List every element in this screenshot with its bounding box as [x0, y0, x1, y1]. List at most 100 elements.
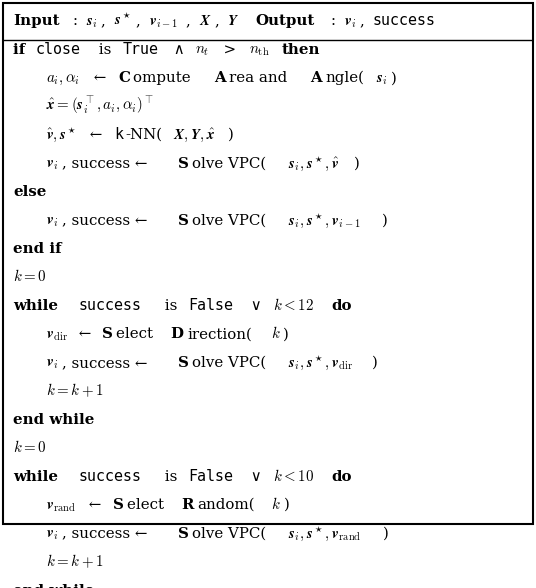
Text: while: while: [13, 299, 64, 313]
Text: andom(: andom(: [197, 498, 255, 512]
Text: then: then: [281, 43, 320, 57]
Text: D: D: [170, 328, 183, 342]
Text: Input: Input: [13, 14, 60, 28]
Text: $\boldsymbol{v}_i$: $\boldsymbol{v}_i$: [46, 527, 58, 542]
Text: $\boldsymbol{s}_i, \boldsymbol{s}^\star, \boldsymbol{v}_{\mathrm{rand}}$: $\boldsymbol{s}_i, \boldsymbol{s}^\star,…: [288, 524, 361, 543]
Text: olve VPC(: olve VPC(: [192, 527, 266, 540]
Text: success: success: [78, 469, 142, 484]
Text: olve VPC(: olve VPC(: [192, 356, 266, 370]
Text: ): ): [283, 328, 289, 342]
Text: A: A: [310, 71, 322, 85]
Text: ): ): [284, 498, 289, 512]
Text: ): ): [354, 156, 360, 171]
Text: S: S: [178, 156, 189, 171]
Text: ,: ,: [360, 14, 369, 28]
Text: $k$: $k$: [271, 325, 280, 342]
Text: $\boldsymbol{v}_i$: $\boldsymbol{v}_i$: [46, 157, 58, 172]
Text: ←: ←: [84, 498, 107, 512]
Text: False: False: [188, 298, 233, 313]
Text: is: is: [94, 43, 116, 57]
Text: , success ←: , success ←: [62, 156, 152, 171]
Text: $n_t$: $n_t$: [196, 44, 210, 58]
Text: ): ): [373, 356, 378, 370]
Text: $\boldsymbol{v}_i$: $\boldsymbol{v}_i$: [46, 214, 58, 229]
Text: $\boldsymbol{v}_{i-1}$: $\boldsymbol{v}_{i-1}$: [148, 15, 178, 30]
Text: $\hat{\boldsymbol{x}} = (\boldsymbol{s}_i^\top, a_i, \alpha_i)^\top$: $\hat{\boldsymbol{x}} = (\boldsymbol{s}_…: [46, 95, 154, 118]
Text: k: k: [114, 127, 123, 142]
Text: olve VPC(: olve VPC(: [192, 156, 266, 171]
Text: $k = k + 1$: $k = k + 1$: [46, 552, 103, 570]
Text: $k = 0$: $k = 0$: [13, 439, 47, 455]
Text: is: is: [160, 470, 182, 484]
FancyBboxPatch shape: [3, 2, 533, 524]
Text: success: success: [373, 14, 435, 28]
Text: $\boldsymbol{v}_i$: $\boldsymbol{v}_i$: [344, 15, 356, 30]
Text: rea and: rea and: [229, 71, 292, 85]
Text: end if: end if: [13, 242, 62, 256]
Text: R: R: [181, 498, 193, 512]
Text: $\boldsymbol{s}^\star$: $\boldsymbol{s}^\star$: [114, 12, 131, 28]
Text: $\boldsymbol{s}_i, \boldsymbol{s}^\star, \hat{\boldsymbol{v}}$: $\boldsymbol{s}_i, \boldsymbol{s}^\star,…: [288, 155, 339, 173]
Text: , success ←: , success ←: [62, 356, 152, 370]
Text: do: do: [332, 470, 352, 484]
Text: success: success: [78, 298, 142, 313]
Text: do: do: [332, 299, 352, 313]
Text: end while: end while: [13, 583, 95, 588]
Text: S: S: [113, 498, 124, 512]
Text: ←: ←: [74, 328, 96, 342]
Text: :: :: [331, 14, 341, 28]
Text: ): ): [228, 128, 234, 142]
Text: while: while: [13, 470, 64, 484]
Text: $\boldsymbol{X}, \boldsymbol{Y}, \hat{\boldsymbol{x}}$: $\boldsymbol{X}, \boldsymbol{Y}, \hat{\b…: [173, 127, 215, 144]
Text: True: True: [123, 42, 159, 57]
Text: ∧: ∧: [169, 43, 190, 57]
Text: $\boldsymbol{v}_i$: $\boldsymbol{v}_i$: [46, 356, 58, 372]
Text: elect: elect: [116, 328, 158, 342]
Text: , success ←: , success ←: [62, 527, 152, 540]
Text: $\boldsymbol{v}_{\mathrm{dir}}$: $\boldsymbol{v}_{\mathrm{dir}}$: [46, 328, 68, 343]
Text: C: C: [118, 71, 130, 85]
Text: $k < 12$: $k < 12$: [273, 297, 314, 313]
Text: $\boldsymbol{s}_i, \boldsymbol{s}^\star, \boldsymbol{v}_{\mathrm{dir}}$: $\boldsymbol{s}_i, \boldsymbol{s}^\star,…: [288, 354, 353, 372]
Text: close: close: [36, 42, 81, 57]
Text: ∨: ∨: [246, 470, 266, 484]
Text: if: if: [13, 43, 31, 57]
Text: ngle(: ngle(: [325, 71, 364, 85]
Text: , success ←: , success ←: [62, 213, 152, 228]
Text: S: S: [178, 213, 189, 228]
Text: else: else: [13, 185, 47, 199]
Text: ,: ,: [215, 14, 225, 28]
Text: Output: Output: [255, 14, 314, 28]
Text: S: S: [178, 527, 189, 540]
Text: ,: ,: [187, 14, 196, 28]
Text: False: False: [188, 469, 233, 484]
Text: $\boldsymbol{v}_{\mathrm{rand}}$: $\boldsymbol{v}_{\mathrm{rand}}$: [46, 499, 76, 514]
Text: is: is: [160, 299, 182, 313]
Text: ←: ←: [90, 71, 111, 85]
Text: $a_i, \alpha_i$: $a_i, \alpha_i$: [46, 72, 79, 87]
Text: ∨: ∨: [246, 299, 266, 313]
Text: $\boldsymbol{X}$: $\boldsymbol{X}$: [199, 14, 211, 28]
Text: ): ): [383, 527, 389, 540]
Text: ): ): [382, 213, 388, 228]
Text: $\boldsymbol{s}_i, \boldsymbol{s}^\star, \boldsymbol{v}_{i-1}$: $\boldsymbol{s}_i, \boldsymbol{s}^\star,…: [288, 212, 361, 229]
Text: -NN(: -NN(: [125, 128, 162, 142]
Text: $\boldsymbol{s}_i$: $\boldsymbol{s}_i$: [86, 15, 98, 30]
Text: S: S: [178, 356, 189, 370]
Text: ompute: ompute: [133, 71, 196, 85]
Text: $k$: $k$: [271, 496, 281, 512]
Text: $\hat{\boldsymbol{v}}, \boldsymbol{s}^\star$: $\hat{\boldsymbol{v}}, \boldsymbol{s}^\s…: [46, 126, 76, 144]
Text: $n_{\mathrm{th}}$: $n_{\mathrm{th}}$: [249, 44, 270, 58]
Text: $k < 10$: $k < 10$: [273, 467, 314, 484]
Text: $k = 0$: $k = 0$: [13, 269, 47, 285]
Text: $\boldsymbol{s}_i$: $\boldsymbol{s}_i$: [376, 72, 388, 87]
Text: end while: end while: [13, 413, 95, 427]
Text: ): ): [391, 71, 397, 85]
Text: elect: elect: [127, 498, 169, 512]
Text: ←: ←: [85, 128, 107, 142]
Text: $k = k + 1$: $k = k + 1$: [46, 382, 103, 399]
Text: $\boldsymbol{Y}$: $\boldsymbol{Y}$: [227, 14, 239, 28]
Text: >: >: [214, 43, 241, 57]
Text: :: :: [73, 14, 83, 28]
Text: ,: ,: [101, 14, 111, 28]
